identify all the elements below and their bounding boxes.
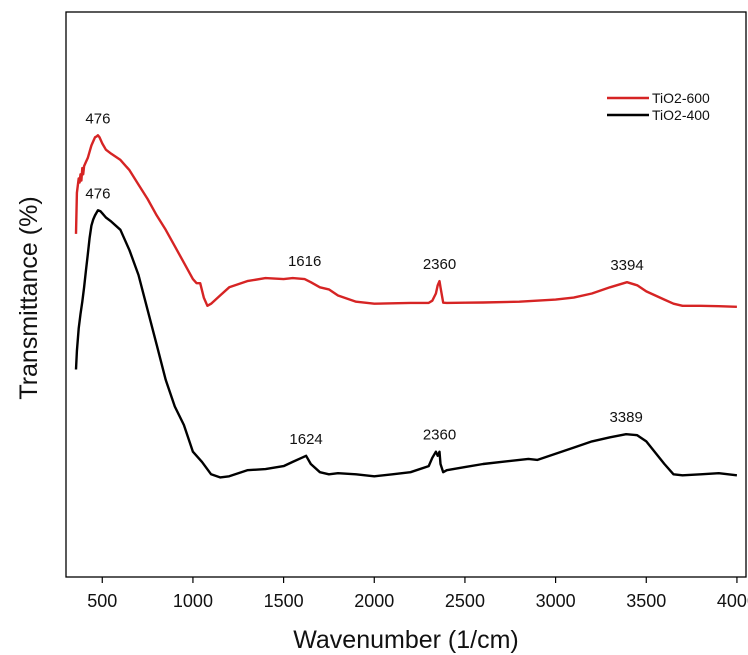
x-tick-label: 4000 [717,591,748,611]
legend-label: TiO2-600 [652,90,710,106]
x-axis-ticks: 500 1000 1500 2000 2500 3000 3500 4000 [87,577,748,611]
x-tick-label: 500 [87,591,117,611]
peak-label: 1624 [289,431,322,448]
peak-label: 2360 [423,427,456,444]
legend-label: TiO2-400 [652,107,710,123]
peak-label: 1616 [288,253,321,270]
x-tick-label: 1500 [264,591,304,611]
plot-frame [65,11,747,578]
series-layer [74,134,738,479]
x-axis-label: Wavenumber (1/cm) [293,626,519,654]
x-tick-label: 3500 [626,591,666,611]
x-tick-label: 2000 [354,591,394,611]
series-line-tio2-600 [74,134,737,308]
series-line-tio2-400 [74,209,738,479]
x-tick-label: 1000 [173,591,213,611]
y-axis-label: Transmittance (%) [15,196,43,399]
peak-label: 476 [85,185,110,202]
peak-label: 3389 [609,409,642,426]
peak-annotations: 476 1616 2360 3394 476 1624 2360 3389 [85,110,643,448]
x-tick-label: 2500 [445,591,485,611]
peak-label: 476 [85,110,110,127]
peak-label: 3394 [610,257,643,274]
x-tick-label: 3000 [536,591,576,611]
peak-label: 2360 [423,256,456,273]
